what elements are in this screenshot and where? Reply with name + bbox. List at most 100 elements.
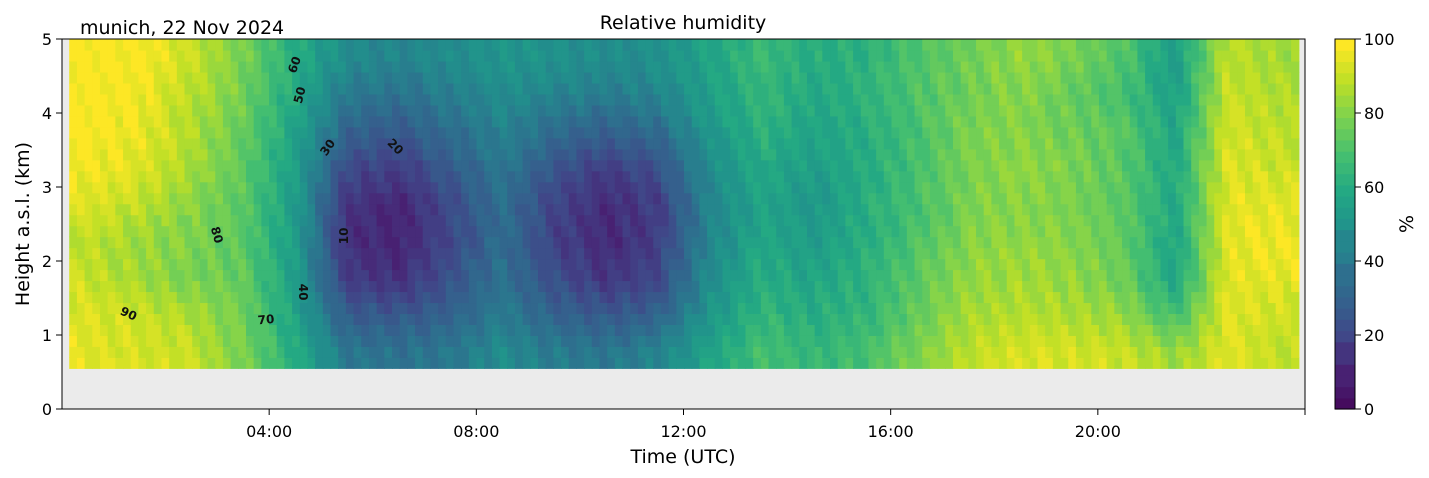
heatmap-cell	[676, 258, 685, 271]
heatmap-cell	[261, 247, 270, 260]
heatmap-cell	[1091, 357, 1100, 369]
heatmap-cell	[968, 39, 977, 51]
heatmap-cell	[1191, 159, 1200, 172]
y-tick-label: 4	[42, 104, 52, 123]
heatmap-cell	[222, 269, 232, 282]
heatmap-cell	[345, 93, 355, 106]
heatmap-cell	[830, 159, 839, 172]
heatmap-cell	[814, 159, 823, 172]
heatmap-cell	[384, 291, 393, 304]
heatmap-cell	[783, 247, 793, 260]
heatmap-cell	[146, 335, 155, 347]
heatmap-cell	[891, 104, 900, 117]
heatmap-cell	[614, 71, 624, 84]
heatmap-cell	[1052, 335, 1062, 347]
heatmap-cell	[453, 93, 462, 106]
heatmap-cell	[1145, 214, 1154, 227]
heatmap-cell	[130, 324, 140, 336]
heatmap-cell	[1283, 170, 1292, 183]
heatmap-cell	[806, 302, 816, 315]
heatmap-cell	[660, 280, 670, 293]
heatmap-cell	[783, 280, 793, 293]
heatmap-cell	[676, 148, 685, 161]
heatmap-cell	[737, 269, 747, 282]
heatmap-cell	[607, 357, 616, 369]
heatmap-cell	[422, 60, 432, 73]
heatmap-cell	[1014, 258, 1023, 271]
heatmap-cell	[461, 82, 470, 95]
heatmap-cell	[368, 346, 378, 358]
heatmap-cell	[814, 115, 823, 128]
heatmap-cell	[1175, 346, 1185, 358]
heatmap-cell	[991, 236, 1000, 249]
heatmap-cell	[130, 39, 140, 51]
heatmap-cell	[1091, 302, 1100, 315]
heatmap-cell	[830, 225, 839, 238]
heatmap-cell	[1175, 49, 1185, 62]
heatmap-cell	[614, 39, 624, 51]
heatmap-cell	[1283, 225, 1292, 238]
heatmap-cell	[1091, 104, 1100, 117]
heatmap-cell	[230, 115, 239, 128]
heatmap-cell	[1275, 71, 1285, 84]
heatmap-cell	[707, 313, 716, 325]
heatmap-cell	[614, 137, 624, 150]
heatmap-cell	[514, 126, 524, 139]
heatmap-cell	[1052, 225, 1062, 238]
heatmap-cell	[176, 335, 186, 347]
heatmap-cell	[976, 225, 985, 238]
heatmap-cell	[69, 236, 78, 249]
heatmap-cell	[269, 71, 278, 84]
heatmap-cell	[952, 214, 962, 227]
heatmap-cell	[1022, 60, 1031, 73]
heatmap-cell	[338, 60, 347, 73]
heatmap-cell	[1068, 214, 1077, 227]
heatmap-cell	[161, 335, 170, 347]
heatmap-cell	[906, 39, 916, 51]
heatmap-cell	[1221, 71, 1231, 84]
heatmap-cell	[315, 324, 324, 336]
heatmap-cell	[1145, 291, 1154, 304]
heatmap-cell	[184, 335, 193, 347]
heatmap-cell	[530, 126, 539, 139]
heatmap-cell	[430, 203, 439, 216]
heatmap-cell	[130, 159, 140, 172]
heatmap-cell	[338, 39, 347, 51]
heatmap-cell	[522, 313, 531, 325]
heatmap-cell	[322, 346, 332, 358]
heatmap-cell	[84, 148, 93, 161]
heatmap-cell	[760, 115, 770, 128]
heatmap-cell	[353, 236, 362, 249]
heatmap-cell	[1106, 137, 1115, 150]
heatmap-cell	[261, 82, 270, 95]
heatmap-cell	[99, 302, 109, 315]
heatmap-cell	[368, 181, 378, 194]
heatmap-cell	[123, 148, 132, 161]
heatmap-cell	[1122, 335, 1131, 347]
heatmap-cell	[376, 214, 385, 227]
heatmap-cell	[937, 148, 946, 161]
heatmap-cell	[84, 313, 93, 325]
heatmap-cell	[76, 181, 86, 194]
heatmap-cell	[568, 192, 578, 205]
heatmap-cell	[991, 192, 1000, 205]
heatmap-cell	[345, 71, 355, 84]
heatmap-cell	[737, 291, 747, 304]
heatmap-cell	[684, 291, 693, 304]
heatmap-cell	[499, 60, 508, 73]
heatmap-cell	[1198, 291, 1208, 304]
heatmap-cell	[822, 214, 831, 227]
heatmap-cell	[522, 82, 531, 95]
heatmap-cell	[799, 247, 808, 260]
heatmap-cell	[107, 346, 116, 358]
heatmap-cell	[1014, 357, 1023, 369]
heatmap-cell	[1137, 181, 1146, 194]
heatmap-cell	[307, 346, 316, 358]
heatmap-cell	[76, 39, 86, 51]
heatmap-cell	[822, 181, 831, 194]
heatmap-cell	[699, 148, 708, 161]
heatmap-cell	[607, 313, 616, 325]
heatmap-cell	[730, 159, 739, 172]
heatmap-cell	[522, 115, 531, 128]
heatmap-cell	[945, 280, 954, 293]
